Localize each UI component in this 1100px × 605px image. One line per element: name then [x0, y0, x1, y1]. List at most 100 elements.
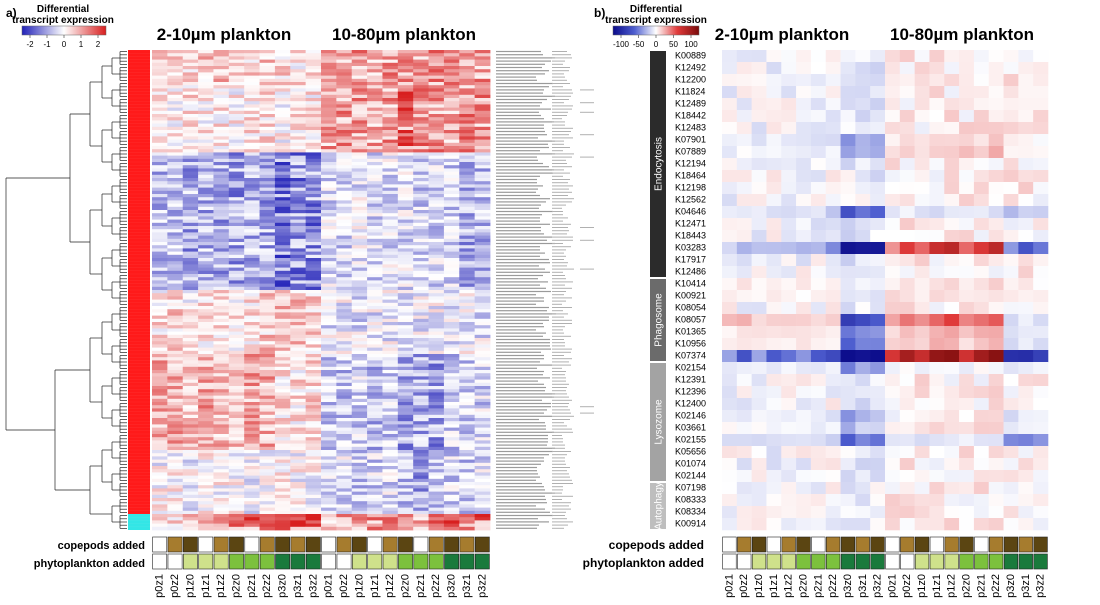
heatmap-a-cell: [413, 507, 429, 512]
heatmap-a-cell: [290, 251, 307, 256]
heatmap-a-cell: [259, 360, 276, 364]
heatmap-a-cell: [321, 139, 337, 144]
heatmap-a-cell: [443, 165, 460, 169]
heatmap-b-cell: [1033, 50, 1049, 63]
heatmap-a-cell: [228, 360, 245, 364]
heatmap-a-cell: [474, 306, 491, 310]
row-annotation-text: [496, 268, 545, 270]
heatmap-a-cell: [305, 408, 322, 412]
heatmap-a-cell: [228, 277, 245, 281]
heatmap-a-cell: [413, 408, 429, 412]
heatmap-a-cell: [244, 130, 260, 134]
heatmap-a-cell: [244, 488, 260, 492]
heatmap-a-cell: [213, 504, 230, 508]
heatmap-b-cell: [736, 362, 752, 375]
heatmap-a-cell: [382, 82, 399, 86]
row-annotation-text: [552, 339, 564, 340]
treatment-a-phyto-cell: [213, 553, 229, 570]
heatmap-a-cell: [443, 235, 460, 240]
heatmap-a-cell: [336, 322, 353, 326]
heatmap-a-cell: [244, 187, 260, 192]
heatmap-a-cell: [459, 520, 476, 524]
heatmap-a-cell: [336, 56, 353, 60]
heatmap-a-cell: [351, 469, 368, 473]
heatmap-a-cell: [474, 88, 491, 92]
heatmap-a-cell: [290, 261, 307, 265]
heatmap-a-cell: [382, 344, 399, 348]
heatmap-a-cell: [382, 110, 399, 115]
heatmap-a-cell: [259, 453, 276, 457]
heatmap-b-cell: [855, 422, 871, 435]
heatmap-b-cell: [855, 470, 871, 483]
heatmap-a-cell: [351, 197, 368, 201]
heatmap-a-cell: [382, 459, 399, 464]
heatmap-a-cell: [259, 270, 276, 275]
heatmap-b-cell: [1033, 470, 1049, 483]
heatmap-a-cell: [459, 427, 476, 432]
heatmap-a-cell: [213, 350, 230, 355]
row-annotation-text: [496, 479, 536, 481]
heatmap-a-cell: [182, 216, 199, 220]
heatmap-a-cell: [182, 334, 199, 339]
heatmap-a-cell: [244, 491, 260, 496]
heatmap-a-cell: [459, 110, 476, 115]
heatmap-b-cell: [751, 218, 767, 231]
heatmap-a-cell: [321, 98, 337, 102]
heatmap-a-cell: [290, 395, 307, 400]
heatmap-a-cell: [198, 216, 214, 220]
heatmap-a-cell: [459, 293, 476, 297]
treatment-a-copepod-cell: [459, 536, 475, 553]
heatmap-a-cell: [413, 322, 429, 326]
heatmap-a-cell: [213, 261, 230, 265]
heatmap-a-cell: [413, 155, 429, 160]
heatmap-a-cell: [336, 59, 353, 64]
heatmap-a-cell: [167, 373, 184, 377]
heatmap-a-cell: [443, 59, 460, 64]
row-annotation-text: [496, 386, 546, 389]
heatmap-a-cell: [213, 197, 230, 201]
heatmap-a-cell: [167, 101, 184, 105]
heatmap-a-cell: [167, 501, 184, 505]
heatmap-a-cell: [290, 504, 307, 508]
row-annotation-text: [496, 201, 546, 203]
heatmap-a-cell: [274, 328, 291, 332]
heatmap-a-cell: [213, 341, 230, 345]
heatmap-a-cell: [443, 376, 460, 380]
heatmap-a-cell: [428, 507, 445, 512]
heatmap-b-cell: [899, 374, 915, 387]
heatmap-a-cell: [167, 366, 184, 371]
row-annotation-text: [580, 227, 594, 228]
heatmap-b-cell: [736, 170, 752, 183]
heatmap-a-column-label: p2z1: [415, 574, 427, 598]
heatmap-a-cell: [397, 478, 414, 483]
heatmap-b-cell: [870, 326, 886, 339]
heatmap-a-cell: [321, 370, 337, 374]
heatmap-a-cell: [367, 386, 383, 390]
heatmap-b-cell: [722, 170, 738, 183]
heatmap-a-cell: [167, 251, 184, 256]
heatmap-a-cell: [459, 501, 476, 505]
heatmap-a-cell: [290, 165, 307, 169]
heatmap-a-cell: [274, 171, 291, 176]
heatmap-b-cell: [781, 290, 797, 303]
row-annotation-text: [552, 460, 565, 462]
heatmap-a-cell: [198, 434, 214, 438]
heatmap-a-cell: [167, 363, 184, 368]
heatmap-a-cell: [274, 405, 291, 409]
heatmap-b-cell: [1033, 170, 1049, 183]
heatmap-b-cell: [1033, 134, 1049, 147]
heatmap-a-cell: [336, 318, 353, 323]
heatmap-a-cell: [198, 94, 214, 99]
heatmap-a-cell: [244, 242, 260, 246]
heatmap-a-cell: [244, 66, 260, 70]
heatmap-a-cell: [351, 306, 368, 310]
heatmap-a-cell: [198, 514, 214, 518]
heatmap-a-cell: [274, 402, 291, 406]
heatmap-a-cell: [305, 200, 322, 204]
heatmap-b-cell: [988, 374, 1004, 387]
heatmap-a-cell: [167, 507, 184, 512]
heatmap-a-cell: [397, 146, 414, 150]
heatmap-b-row-label: K17917: [675, 255, 706, 265]
heatmap-a-cell: [397, 482, 414, 486]
heatmap-a-cell: [413, 338, 429, 342]
